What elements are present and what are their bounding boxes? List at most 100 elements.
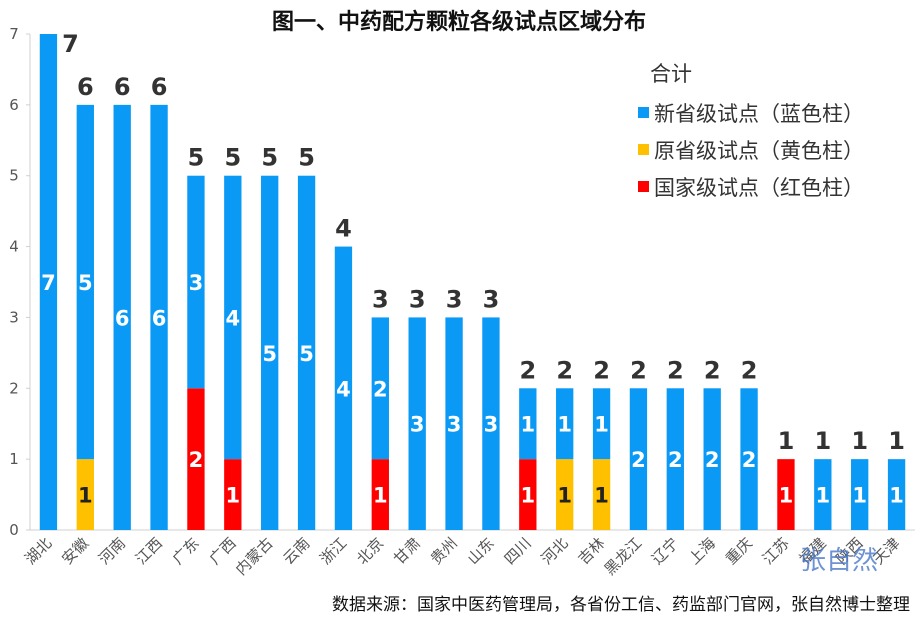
segment-data-label: 2 xyxy=(631,448,646,472)
x-tick-label: 内蒙古 xyxy=(232,534,277,579)
y-tick-label: 2 xyxy=(9,379,19,397)
x-tick-label: 山东 xyxy=(464,534,498,568)
bar-segment xyxy=(371,459,389,530)
bar-segment xyxy=(482,317,500,530)
segment-data-label: 5 xyxy=(262,342,277,366)
x-tick-label: 辽宁 xyxy=(648,534,682,568)
segment-data-label: 3 xyxy=(484,413,499,437)
segment-data-label: 3 xyxy=(410,413,425,437)
bar-segment xyxy=(76,104,94,460)
total-data-label: 2 xyxy=(556,356,573,384)
total-data-label: 5 xyxy=(224,144,241,172)
legend-item-new-provincial: 新省级试点（蓝色柱） xyxy=(638,94,864,131)
segment-data-label: 3 xyxy=(447,413,462,437)
segment-data-label: 5 xyxy=(299,342,314,366)
total-data-label: 2 xyxy=(593,356,610,384)
segment-data-label: 1 xyxy=(594,413,609,437)
segment-data-label: 1 xyxy=(816,484,831,508)
x-tick-label: 上海 xyxy=(685,534,719,568)
segment-data-label: 1 xyxy=(226,484,241,508)
x-tick-label: 湖北 xyxy=(21,534,55,568)
bar-segment xyxy=(666,388,684,530)
bar-segment xyxy=(445,317,463,530)
legend-swatch-blue xyxy=(638,107,649,118)
total-data-label: 6 xyxy=(77,73,94,101)
bar-segment xyxy=(261,175,279,530)
bar-segment xyxy=(334,246,353,531)
total-data-label: 1 xyxy=(888,427,905,455)
chart-title: 图一、中药配方颗粒各级试点区域分布 xyxy=(271,10,646,35)
bar-segment xyxy=(592,388,611,460)
legend: 合计 新省级试点（蓝色柱） 原省级试点（黄色柱） 国家级试点（红色柱） xyxy=(638,58,864,205)
total-data-label: 3 xyxy=(446,285,463,313)
total-data-label: 6 xyxy=(114,73,131,101)
bar-segment xyxy=(740,388,758,530)
y-tick-label: 0 xyxy=(9,521,19,539)
x-tick-label: 河南 xyxy=(95,534,129,568)
total-data-label: 5 xyxy=(261,144,278,172)
bar-segment xyxy=(39,34,58,530)
legend-item-old-provincial: 原省级试点（黄色柱） xyxy=(638,131,864,168)
bar-segment xyxy=(297,175,316,530)
segment-data-label: 2 xyxy=(373,377,388,401)
segment-data-label: 1 xyxy=(521,484,536,508)
total-data-label: 2 xyxy=(667,356,684,384)
segment-data-label: 1 xyxy=(852,484,867,508)
watermark: 张自然 xyxy=(800,546,879,576)
x-tick-label: 江西 xyxy=(132,534,166,568)
total-data-label: 1 xyxy=(778,427,795,455)
bar-segment xyxy=(224,175,242,460)
segment-data-label: 3 xyxy=(189,271,204,295)
total-data-label: 2 xyxy=(741,356,758,384)
bar-segment xyxy=(629,388,648,530)
bar-segment xyxy=(113,104,131,530)
total-data-label: 2 xyxy=(704,356,721,384)
y-tick-label: 7 xyxy=(9,25,19,43)
bar-segment xyxy=(408,317,426,530)
bar-segment xyxy=(371,317,389,460)
legend-swatch-red xyxy=(638,181,649,192)
legend-label: 原省级试点（黄色柱） xyxy=(654,138,864,163)
bar-segment xyxy=(777,459,795,530)
legend-swatch-yellow xyxy=(638,144,649,155)
segment-data-label: 5 xyxy=(78,271,93,295)
bar-segment xyxy=(224,459,242,530)
bar-segment xyxy=(187,175,205,389)
y-tick-label: 4 xyxy=(9,238,19,256)
segment-data-label: 6 xyxy=(152,306,167,330)
segment-data-label: 2 xyxy=(705,448,720,472)
total-data-label: 3 xyxy=(372,285,389,313)
bar-segment xyxy=(703,388,721,530)
legend-label: 国家级试点（红色柱） xyxy=(654,175,864,200)
total-data-label: 5 xyxy=(298,144,315,172)
y-tick-label: 5 xyxy=(9,167,19,185)
segment-data-label: 1 xyxy=(78,484,93,508)
legend-title: 合计 xyxy=(650,62,692,86)
x-tick-label: 云南 xyxy=(279,534,313,568)
x-tick-label: 四川 xyxy=(501,534,535,568)
total-data-label: 4 xyxy=(335,215,352,243)
total-data-label: 3 xyxy=(409,285,426,313)
x-tick-label: 甘肃 xyxy=(390,534,424,568)
total-data-label: 2 xyxy=(519,356,536,384)
source-note: 数据来源：国家中医药管理局，各省份工信、药监部门官网，张自然博士整理 xyxy=(332,595,910,615)
segment-data-label: 4 xyxy=(226,306,241,330)
total-data-label: 2 xyxy=(630,356,647,384)
bar-segment xyxy=(592,459,611,530)
bar-segment xyxy=(556,388,574,460)
segment-data-label: 1 xyxy=(557,484,572,508)
x-tick-label: 河北 xyxy=(538,534,572,568)
x-tick-label: 北京 xyxy=(353,534,387,568)
segment-data-label: 1 xyxy=(779,484,794,508)
bar-segment xyxy=(814,459,832,530)
x-tick-label: 江苏 xyxy=(759,534,793,568)
x-tick-label: 安徽 xyxy=(58,534,92,568)
bar-segment xyxy=(851,459,869,530)
x-tick-label: 贵州 xyxy=(427,534,461,568)
total-data-label: 7 xyxy=(62,30,79,58)
segment-data-label: 1 xyxy=(889,484,904,508)
legend-item-national: 国家级试点（红色柱） xyxy=(638,168,864,205)
total-data-label: 1 xyxy=(851,427,868,455)
